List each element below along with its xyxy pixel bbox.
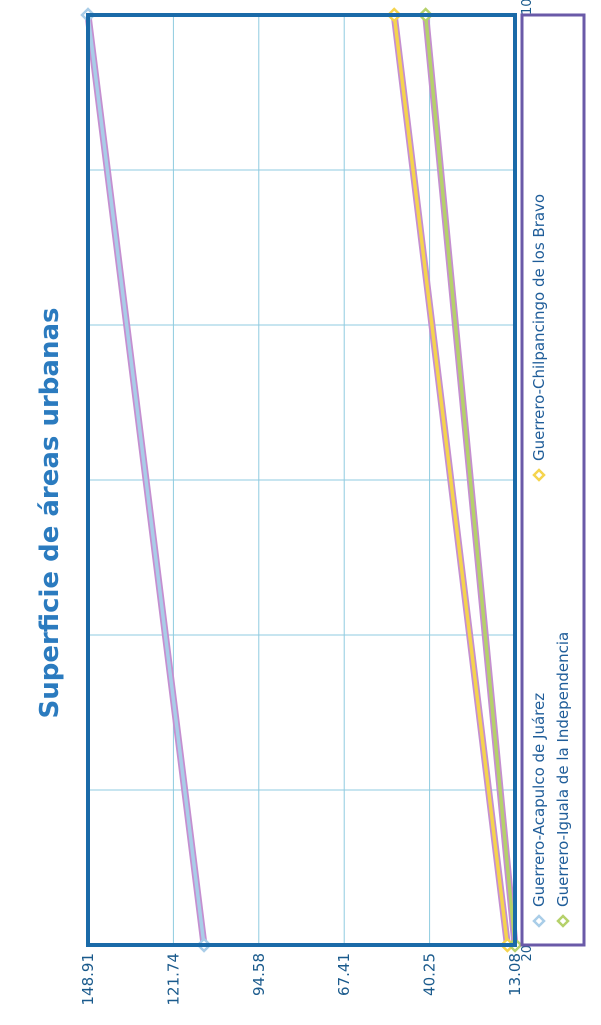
y-tick-label: 40.25	[421, 953, 439, 996]
series-layer	[80, 7, 523, 953]
legend-marker-chilpancingo	[532, 468, 546, 482]
legend-item-acapulco: Guerrero-Acapulco de Juárez	[530, 693, 548, 928]
legend-label-iguala: Guerrero-Iguala de la Independencia	[554, 632, 572, 907]
y-axis-ticks: 13.08 40.25 67.41 94.58 121.74 148.91	[79, 953, 524, 1006]
y-tick-label: 121.74	[164, 953, 182, 1006]
legend-marker-iguala	[556, 914, 570, 928]
plot-border	[86, 13, 517, 947]
series-line	[86, 13, 206, 947]
series-line	[423, 13, 517, 947]
legend-item-chilpancingo: Guerrero-Chilpancingo de los Bravo	[530, 194, 548, 482]
legend-label-chilpancingo: Guerrero-Chilpancingo de los Bravo	[530, 194, 548, 461]
y-tick-label: 67.41	[335, 953, 353, 996]
legend-item-iguala: Guerrero-Iguala de la Independencia	[554, 632, 572, 928]
series-line	[392, 13, 510, 947]
legend-label-acapulco: Guerrero-Acapulco de Juárez	[530, 693, 548, 907]
y-tick-label: 13.08	[506, 953, 524, 996]
chart-title: Superficie de áreas urbanas	[35, 308, 65, 719]
y-tick-label: 94.58	[250, 953, 268, 996]
y-tick-label: 148.91	[79, 953, 97, 1006]
legend-marker-acapulco	[532, 914, 546, 928]
legend: Guerrero-Acapulco de Juárez Guerrero-Chi…	[520, 13, 586, 947]
legend-box	[520, 13, 586, 947]
series-2	[417, 7, 523, 953]
